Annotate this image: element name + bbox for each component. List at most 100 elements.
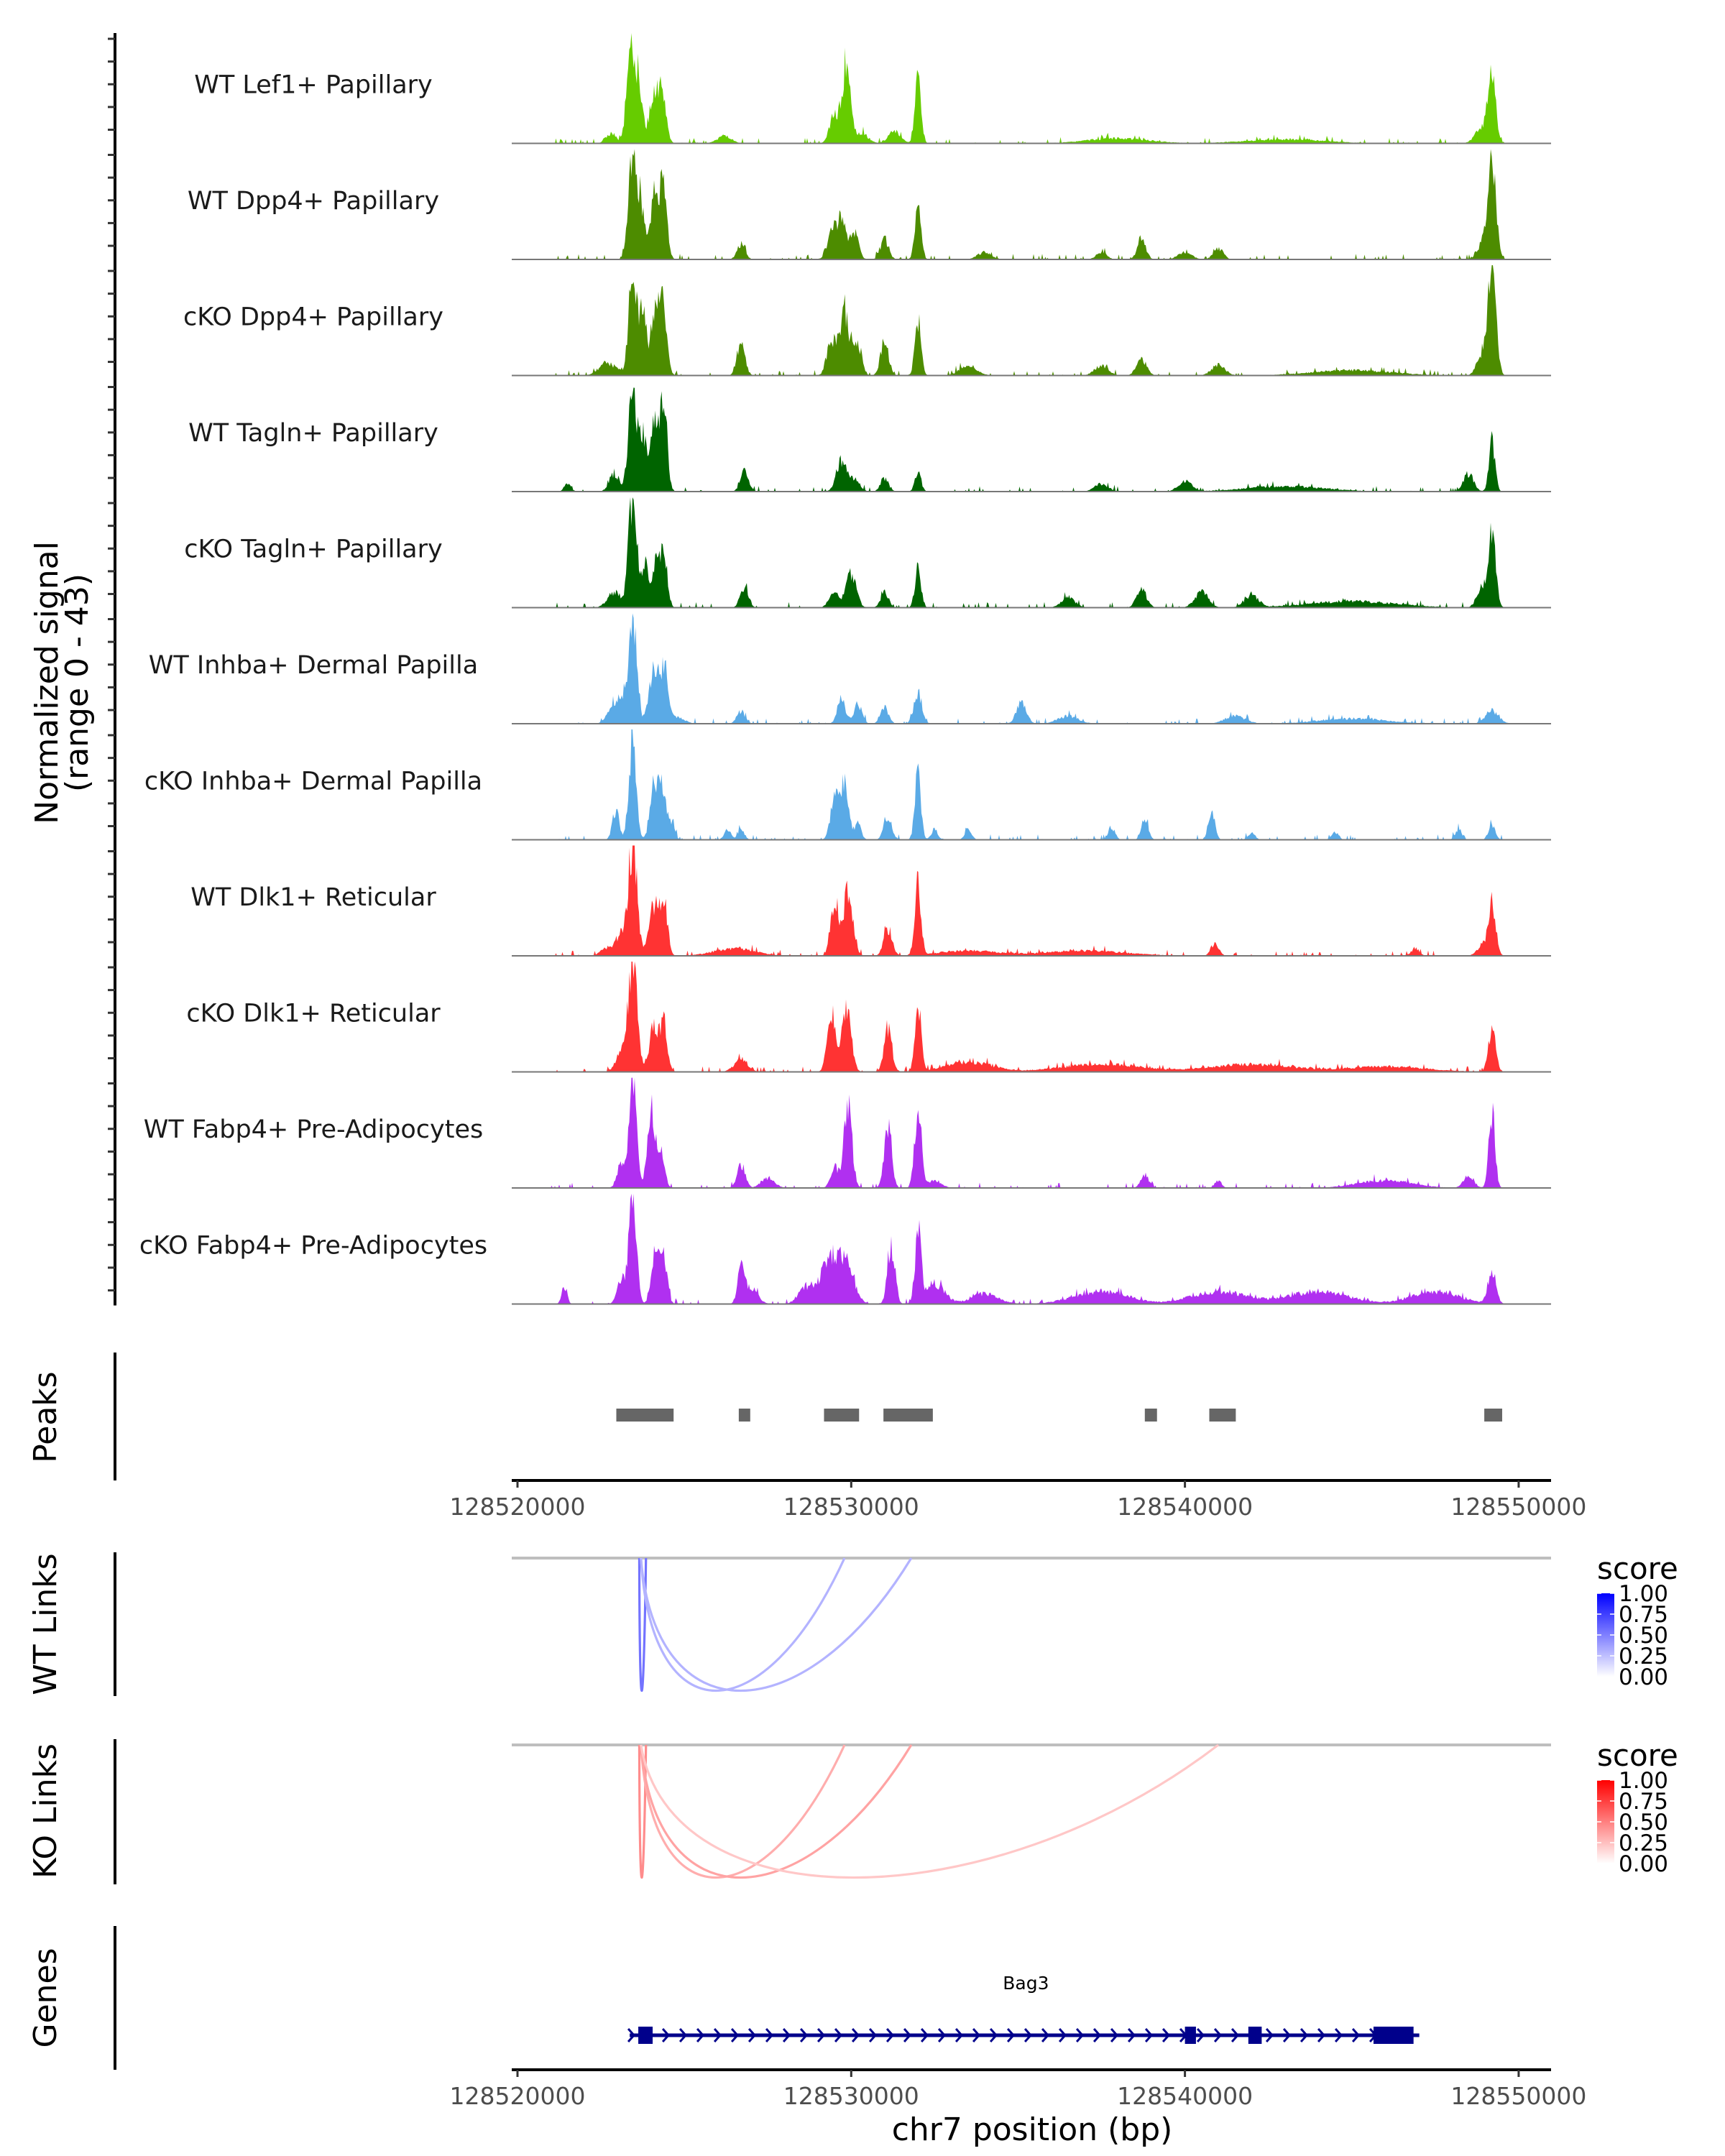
x-axis-title: chr7 position (bp) <box>892 2111 1173 2148</box>
legend-tick-label: 0.75 <box>1619 1602 1668 1628</box>
coverage-area <box>512 729 1551 840</box>
strand-arrow-icon <box>920 2028 929 2042</box>
coverage-track-label: WT Fabp4+ Pre-Adipocytes <box>144 1115 483 1144</box>
legend-tick-label: 1.00 <box>1619 1581 1668 1607</box>
x-axis-tick-label: 128550000 <box>1450 2082 1586 2110</box>
genes-panel-title: Genes <box>27 1948 64 2047</box>
coverage-track-label: WT Inhba+ Dermal Papilla <box>149 651 478 680</box>
strand-arrow-icon <box>1334 2028 1343 2042</box>
coverage-area <box>512 613 1551 724</box>
legend-tick-label: 0.25 <box>1619 1644 1668 1669</box>
coverage-area <box>512 497 1551 608</box>
link-arc <box>640 1744 913 1879</box>
peaks-track <box>616 1409 1502 1422</box>
strand-arrow-icon <box>1230 2028 1240 2042</box>
strand-arrow-icon <box>1144 2028 1154 2042</box>
coverage-area <box>512 1077 1551 1188</box>
strand-arrow-icon <box>1110 2028 1119 2042</box>
coverage-area <box>512 149 1551 259</box>
coverage-tracks: WT Lef1+ Papillary WT Dpp4+ Papillary cKO … <box>139 33 1551 1305</box>
strand-arrow-icon <box>886 2028 895 2042</box>
gene-track: Bag3 <box>627 1973 1420 2044</box>
coverage-track: WT Inhba+ Dermal Papilla <box>149 613 1551 724</box>
legend-tick-label: 0.25 <box>1619 1830 1668 1856</box>
strand-arrow-icon <box>834 2028 843 2042</box>
coverage-y-axis-subtitle: (range 0 - 43) <box>59 573 96 792</box>
strand-arrow-icon <box>1265 2028 1274 2042</box>
x-axis-tick-label: 128520000 <box>450 1493 586 1521</box>
link-arc <box>640 1557 846 1692</box>
coverage-track: WT Tagln+ Papillary <box>188 387 1551 492</box>
strand-arrow-icon <box>1300 2028 1309 2042</box>
x-axis-bottom: 128520000 128530000 128540000 128550000 <box>450 2068 1586 2110</box>
strand-arrow-icon <box>989 2028 998 2042</box>
strand-arrow-icon <box>730 2028 740 2042</box>
strand-arrow-icon <box>851 2028 860 2042</box>
coverage-track-label: cKO Fabp4+ Pre-Adipocytes <box>139 1232 487 1261</box>
strand-arrow-icon <box>678 2028 688 2042</box>
gene-name-label: Bag3 <box>1003 1973 1049 1994</box>
link-arc <box>640 1744 846 1879</box>
strand-arrow-icon <box>972 2028 981 2042</box>
coverage-track: WT Dlk1+ Reticular <box>190 845 1551 957</box>
coverage-area <box>512 387 1551 492</box>
legend-tick-label: 0.50 <box>1619 1810 1668 1835</box>
x-axis-tick-label: 128530000 <box>783 2082 919 2110</box>
gene: Bag3 <box>627 1973 1420 2044</box>
coverage-track: cKO Dpp4+ Papillary <box>183 265 1551 377</box>
strand-arrow-icon <box>1041 2028 1050 2042</box>
x-axis-tick-label: 128550000 <box>1450 1493 1586 1521</box>
legend-title: score <box>1597 1551 1678 1586</box>
coverage-track-label: WT Tagln+ Papillary <box>188 419 438 448</box>
strand-arrow-icon <box>1075 2028 1085 2042</box>
peak-region <box>824 1409 860 1422</box>
peak-region <box>1209 1409 1236 1422</box>
coverage-track-label: WT Dpp4+ Papillary <box>188 187 439 216</box>
strand-arrow-icon <box>627 2028 636 2042</box>
legend-tick-label: 0.50 <box>1619 1623 1668 1649</box>
peak-region <box>1144 1409 1157 1422</box>
x-axis-tick-label: 128520000 <box>450 2082 586 2110</box>
strand-arrow-icon <box>765 2028 774 2042</box>
coverage-track: cKO Fabp4+ Pre-Adipocytes <box>139 1194 1551 1305</box>
strand-arrow-icon <box>748 2028 757 2042</box>
coverage-area <box>512 1194 1551 1304</box>
legend-tick-label: 0.75 <box>1619 1789 1668 1815</box>
coverage-area <box>512 962 1551 1072</box>
exon <box>1248 2027 1262 2044</box>
strand-arrow-icon <box>937 2028 947 2042</box>
coverage-y-axis <box>108 33 116 1306</box>
strand-arrow-icon <box>903 2028 912 2042</box>
legend-tick-label: 0.00 <box>1619 1664 1668 1690</box>
coverage-track-label: cKO Tagln+ Papillary <box>184 535 443 564</box>
coverage-area <box>512 845 1551 956</box>
legend-tick-label: 1.00 <box>1619 1768 1668 1794</box>
x-axis-tick-label: 128540000 <box>1117 1493 1253 1521</box>
exon <box>1373 2027 1414 2044</box>
peak-region <box>1484 1409 1502 1422</box>
strand-arrow-icon <box>1317 2028 1326 2042</box>
exon <box>1184 2027 1196 2044</box>
coverage-area <box>512 265 1551 376</box>
links-panel-title: KO Links <box>27 1743 64 1879</box>
strand-arrow-icon <box>1162 2028 1171 2042</box>
coverage-track: cKO Dlk1+ Reticular <box>186 962 1551 1073</box>
coverage-track-label: WT Lef1+ Papillary <box>194 71 433 100</box>
peak-region <box>883 1409 933 1422</box>
exon <box>638 2027 653 2044</box>
coverage-track: cKO Tagln+ Papillary <box>184 497 1551 609</box>
peak-region <box>738 1409 750 1422</box>
strand-arrow-icon <box>1024 2028 1033 2042</box>
strand-arrow-icon <box>1006 2028 1016 2042</box>
strand-arrow-icon <box>954 2028 964 2042</box>
coverage-track: cKO Inhba+ Dermal Papilla <box>144 729 1551 841</box>
link-arc <box>638 1744 648 1879</box>
coverage-track: WT Lef1+ Papillary <box>194 33 1551 144</box>
coverage-track-label: cKO Inhba+ Dermal Papilla <box>144 768 482 796</box>
strand-arrow-icon <box>661 2028 671 2042</box>
link-arc <box>638 1557 648 1692</box>
